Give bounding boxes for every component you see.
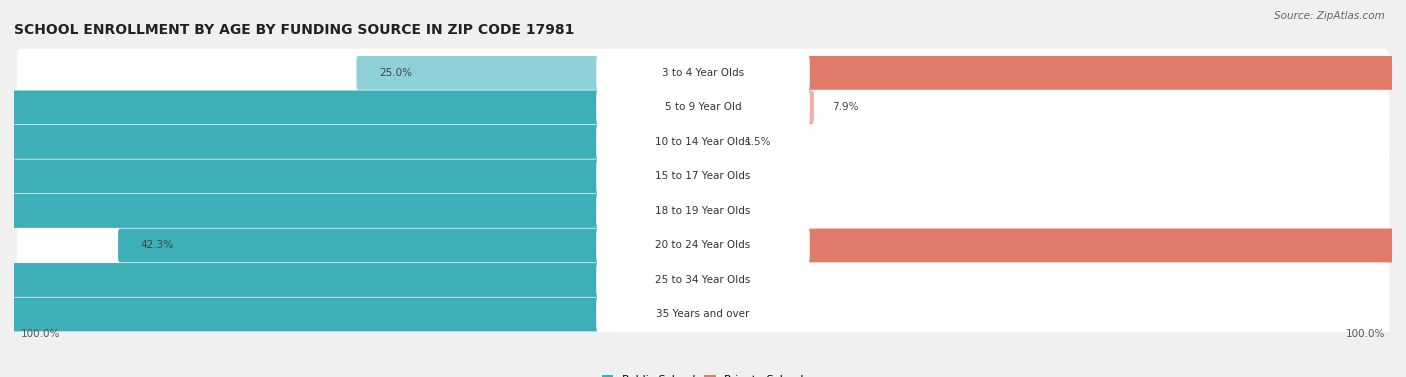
Text: 42.3%: 42.3% bbox=[141, 241, 174, 250]
FancyBboxPatch shape bbox=[702, 228, 1406, 262]
FancyBboxPatch shape bbox=[596, 123, 810, 161]
FancyBboxPatch shape bbox=[702, 125, 725, 159]
FancyBboxPatch shape bbox=[596, 54, 810, 92]
Text: 3 to 4 Year Olds: 3 to 4 Year Olds bbox=[662, 68, 744, 78]
FancyBboxPatch shape bbox=[0, 297, 704, 331]
Text: 100.0%: 100.0% bbox=[1346, 329, 1385, 339]
FancyBboxPatch shape bbox=[702, 90, 814, 124]
Text: 35 Years and over: 35 Years and over bbox=[657, 310, 749, 319]
Text: 25 to 34 Year Olds: 25 to 34 Year Olds bbox=[655, 275, 751, 285]
FancyBboxPatch shape bbox=[596, 192, 810, 230]
Text: 100.0%: 100.0% bbox=[21, 329, 60, 339]
FancyBboxPatch shape bbox=[17, 187, 1389, 235]
FancyBboxPatch shape bbox=[596, 158, 810, 195]
FancyBboxPatch shape bbox=[0, 90, 704, 124]
FancyBboxPatch shape bbox=[17, 118, 1389, 166]
Text: 10 to 14 Year Olds: 10 to 14 Year Olds bbox=[655, 137, 751, 147]
Legend: Public School, Private School: Public School, Private School bbox=[598, 370, 808, 377]
Text: SCHOOL ENROLLMENT BY AGE BY FUNDING SOURCE IN ZIP CODE 17981: SCHOOL ENROLLMENT BY AGE BY FUNDING SOUR… bbox=[14, 23, 575, 37]
FancyBboxPatch shape bbox=[17, 221, 1389, 270]
Text: 18 to 19 Year Olds: 18 to 19 Year Olds bbox=[655, 206, 751, 216]
Text: Source: ZipAtlas.com: Source: ZipAtlas.com bbox=[1274, 11, 1385, 21]
FancyBboxPatch shape bbox=[0, 159, 704, 193]
FancyBboxPatch shape bbox=[17, 256, 1389, 304]
FancyBboxPatch shape bbox=[0, 263, 704, 297]
FancyBboxPatch shape bbox=[702, 56, 1406, 90]
Text: 15 to 17 Year Olds: 15 to 17 Year Olds bbox=[655, 172, 751, 181]
Text: 20 to 24 Year Olds: 20 to 24 Year Olds bbox=[655, 241, 751, 250]
FancyBboxPatch shape bbox=[0, 125, 704, 159]
FancyBboxPatch shape bbox=[17, 152, 1389, 201]
FancyBboxPatch shape bbox=[118, 228, 704, 262]
FancyBboxPatch shape bbox=[17, 49, 1389, 97]
FancyBboxPatch shape bbox=[17, 83, 1389, 132]
Text: 25.0%: 25.0% bbox=[380, 68, 412, 78]
Text: 5 to 9 Year Old: 5 to 9 Year Old bbox=[665, 103, 741, 112]
FancyBboxPatch shape bbox=[17, 290, 1389, 339]
Text: 1.5%: 1.5% bbox=[744, 137, 770, 147]
FancyBboxPatch shape bbox=[596, 88, 810, 126]
Text: 7.9%: 7.9% bbox=[832, 103, 859, 112]
FancyBboxPatch shape bbox=[0, 194, 704, 228]
FancyBboxPatch shape bbox=[596, 261, 810, 299]
FancyBboxPatch shape bbox=[596, 227, 810, 264]
FancyBboxPatch shape bbox=[596, 296, 810, 334]
FancyBboxPatch shape bbox=[357, 56, 704, 90]
